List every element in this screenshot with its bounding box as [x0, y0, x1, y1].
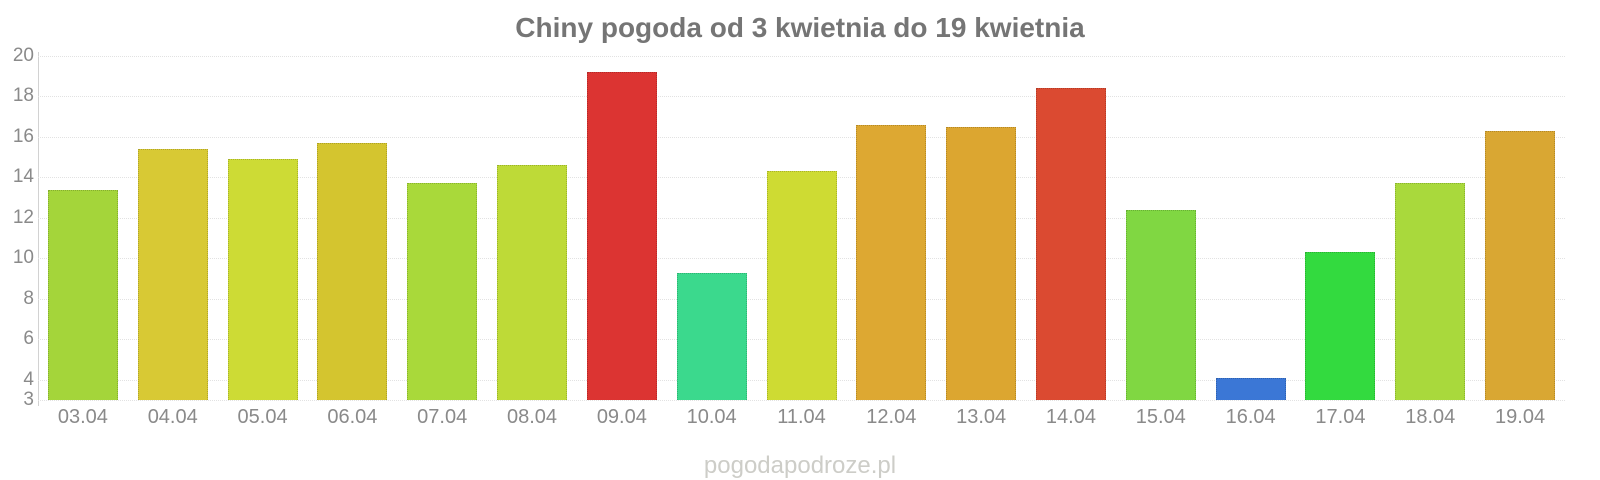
x-tick-label: 07.04: [417, 406, 468, 428]
x-tick-label: 18.04: [1405, 406, 1456, 428]
y-axis-line: [38, 52, 39, 406]
grid-line: [38, 400, 1565, 401]
bar-16.04: [1215, 377, 1286, 400]
x-tick-label: 16.04: [1225, 406, 1276, 428]
bar-15.04: [1125, 209, 1196, 400]
bar-08.04: [497, 165, 568, 400]
y-tick-label: 3: [23, 389, 34, 410]
x-tick-label: 12.04: [866, 406, 917, 428]
x-tick-label: 17.04: [1315, 406, 1366, 428]
grid-line: [38, 96, 1565, 98]
x-tick-label: 19.04: [1495, 406, 1546, 428]
grid-line: [38, 136, 1565, 138]
x-tick-label: 13.04: [956, 406, 1007, 428]
bar-13.04: [946, 126, 1017, 400]
x-tick-label: 08.04: [506, 406, 558, 428]
bar-07.04: [407, 183, 478, 400]
x-tick-label: 14.04: [1045, 406, 1096, 428]
bar-11.04: [766, 171, 837, 400]
x-tick-label: 11.04: [777, 406, 826, 428]
bar-14.04: [1035, 88, 1106, 400]
y-tick-label: 14: [12, 166, 34, 188]
y-tick-label: 4: [23, 368, 34, 390]
grid-line: [38, 56, 1565, 57]
chart-title: Chiny pogoda od 3 kwietnia do 19 kwietni…: [515, 12, 1085, 43]
bar-17.04: [1305, 252, 1376, 400]
y-tick-label: 12: [12, 206, 34, 228]
bar-05.04: [227, 159, 298, 400]
x-tick-label: 10.04: [686, 406, 737, 428]
x-tick-label: 06.04: [327, 406, 378, 428]
bar-19.04: [1485, 130, 1556, 400]
bar-10.04: [676, 272, 747, 400]
bar-18.04: [1395, 183, 1466, 400]
y-tick-label: 16: [12, 125, 34, 147]
x-tick-label: 03.04: [57, 406, 108, 428]
bar-06.04: [317, 143, 388, 400]
bar-03.04: [47, 189, 118, 400]
y-tick-label: 8: [23, 287, 34, 309]
x-tick-label: 04.04: [147, 406, 198, 428]
bar-09.04: [586, 72, 657, 400]
y-tick-label: 10: [12, 247, 34, 269]
plot-area: [38, 56, 1565, 400]
watermark: pogodapodroze.pl: [703, 452, 897, 479]
x-tick-label: 05.04: [237, 406, 288, 428]
bar-12.04: [856, 124, 927, 400]
y-tick-label: 18: [12, 85, 34, 107]
x-tick-label: 09.04: [596, 406, 647, 428]
x-tick-label: 15.04: [1135, 406, 1186, 428]
y-tick-label: 6: [23, 328, 34, 350]
bar-04.04: [137, 149, 208, 400]
y-tick-label: 20: [12, 45, 34, 66]
